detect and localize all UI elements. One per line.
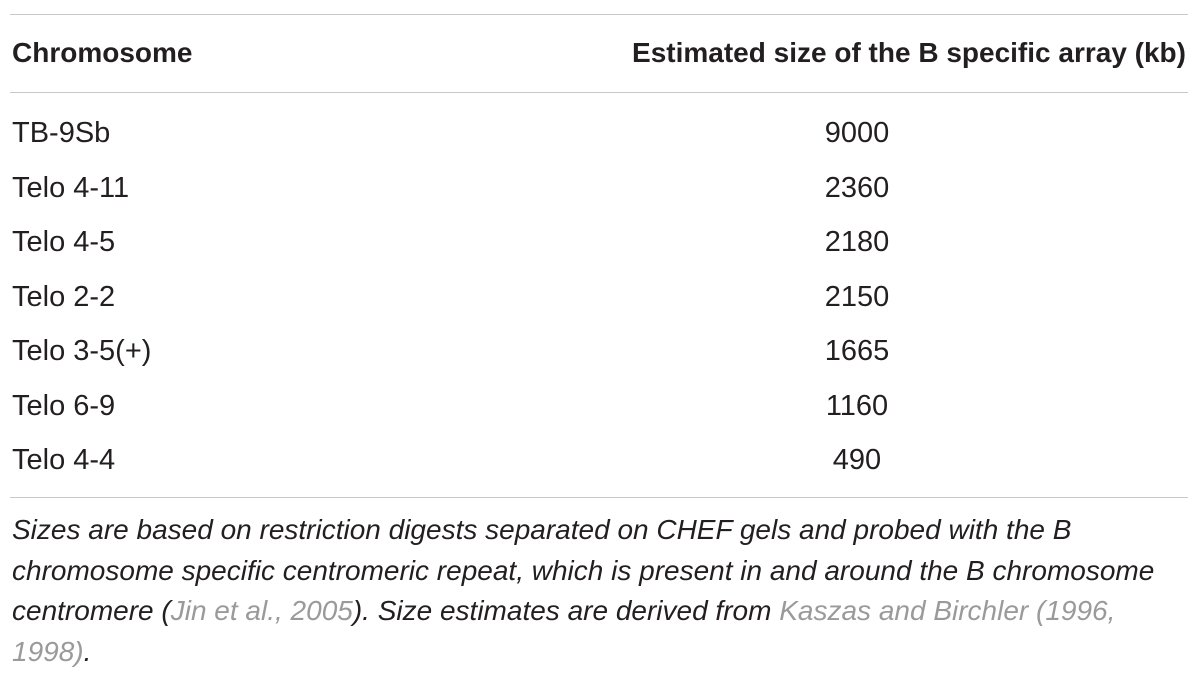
table-footnote: Sizes are based on restriction digests s… (12, 510, 1192, 672)
chromosome-cell: Telo 4-11 (12, 171, 130, 204)
size-cell: 2180 (824, 226, 890, 258)
citation-link-kaszas-birchler[interactable]: Kaszas and Birchler (1996, 1998) (12, 595, 1116, 667)
table-row: TB-9Sb 9000 (0, 107, 1200, 162)
table-top-rule (10, 14, 1188, 15)
table-row: Telo 4-4 490 (0, 434, 1200, 489)
size-cell: 2360 (824, 171, 890, 204)
table-row: Telo 2-2 2150 (0, 271, 1200, 326)
footnote-text: . (83, 635, 92, 667)
chromosome-cell: TB-9Sb (12, 117, 111, 149)
header-bottom-rule (10, 92, 1188, 93)
size-cell: 2150 (824, 280, 890, 313)
table-row: Telo 4-5 2180 (0, 216, 1200, 271)
table-body: TB-9Sb 9000 Telo 4-11 2360 Telo 4-5 2180… (0, 107, 1200, 489)
size-cell: 490 (832, 444, 882, 476)
footnote-text: ). Size estimates are derived from (352, 595, 780, 626)
chromosome-cell: Telo 4-5 (12, 226, 116, 258)
column-header-estimated-size: Estimated size of the B specific array (… (632, 37, 1186, 68)
size-cell: 1160 (825, 389, 889, 422)
table-row: Telo 6-9 1160 (0, 380, 1200, 435)
column-header-chromosome: Chromosome (12, 37, 193, 68)
table-row: Telo 4-11 2360 (0, 162, 1200, 217)
chromosome-cell: Telo 4-4 (12, 444, 116, 476)
footnote-text: Sizes are based on restriction digests s… (12, 514, 1155, 626)
size-cell: 9000 (824, 117, 890, 149)
chromosome-cell: Telo 2-2 (12, 280, 116, 313)
size-cell: 1665 (824, 335, 890, 367)
citation-link-jin-2005[interactable]: Jin et al., 2005 (170, 595, 353, 626)
chromosome-cell: Telo 3-5(+) (12, 335, 152, 367)
table-row: Telo 3-5(+) 1665 (0, 325, 1200, 380)
chromosome-cell: Telo 6-9 (12, 389, 116, 422)
table-bottom-rule (10, 497, 1188, 498)
